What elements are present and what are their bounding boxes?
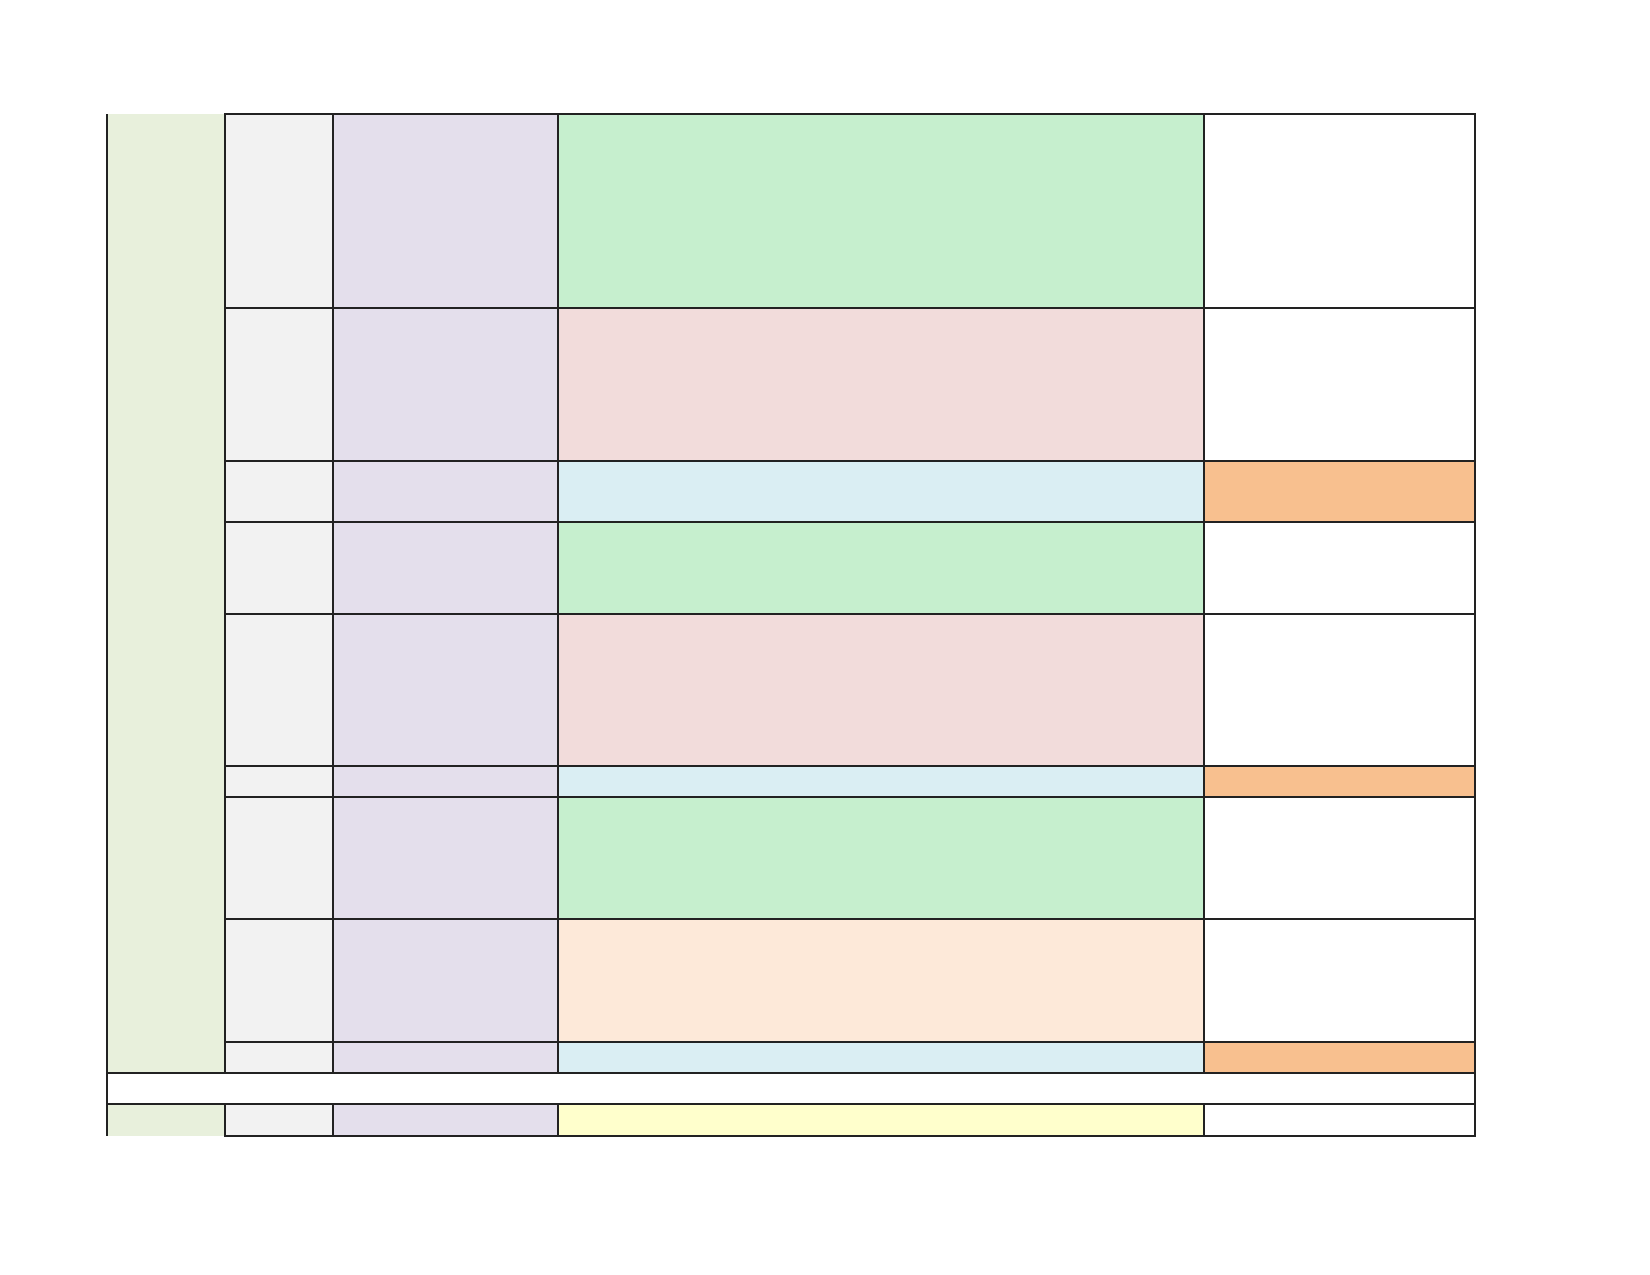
cell: [224, 796, 334, 920]
cell: [557, 113, 1205, 309]
cell: [557, 1041, 1205, 1074]
cell: [332, 1103, 559, 1137]
cell: [1203, 113, 1476, 309]
cell: [1203, 796, 1476, 920]
cell: [557, 521, 1205, 615]
cell: [332, 1041, 559, 1074]
cell: [332, 307, 559, 462]
cell: [1203, 765, 1476, 798]
cell: [557, 460, 1205, 523]
cell: [224, 1041, 334, 1074]
cell: [557, 307, 1205, 462]
cell: [1203, 1041, 1476, 1074]
cell: [224, 918, 334, 1043]
cell: [557, 1103, 1205, 1137]
cell: [332, 796, 559, 920]
cell: [1203, 1103, 1476, 1137]
cell: [224, 613, 334, 767]
cell: [1203, 918, 1476, 1043]
cell: [332, 613, 559, 767]
cell: [224, 113, 334, 309]
cell: [557, 796, 1205, 920]
merged-row: [106, 1072, 1476, 1105]
cell: [1203, 521, 1476, 615]
cell: [332, 460, 559, 523]
cell: [332, 113, 559, 309]
cell: [224, 521, 334, 615]
cell: [224, 765, 334, 798]
cell: [224, 460, 334, 523]
cell: [224, 307, 334, 462]
cell: [557, 613, 1205, 767]
group-cell: [107, 1104, 225, 1136]
cell: [332, 918, 559, 1043]
group-cell: [107, 114, 225, 1073]
cell: [1203, 613, 1476, 767]
cell: [557, 765, 1205, 798]
rows: [224, 113, 1476, 1137]
cell: [1203, 307, 1476, 462]
cell: [332, 521, 559, 615]
cell: [224, 1103, 334, 1137]
cell: [557, 918, 1205, 1043]
cell: [1203, 460, 1476, 523]
cell: [332, 765, 559, 798]
